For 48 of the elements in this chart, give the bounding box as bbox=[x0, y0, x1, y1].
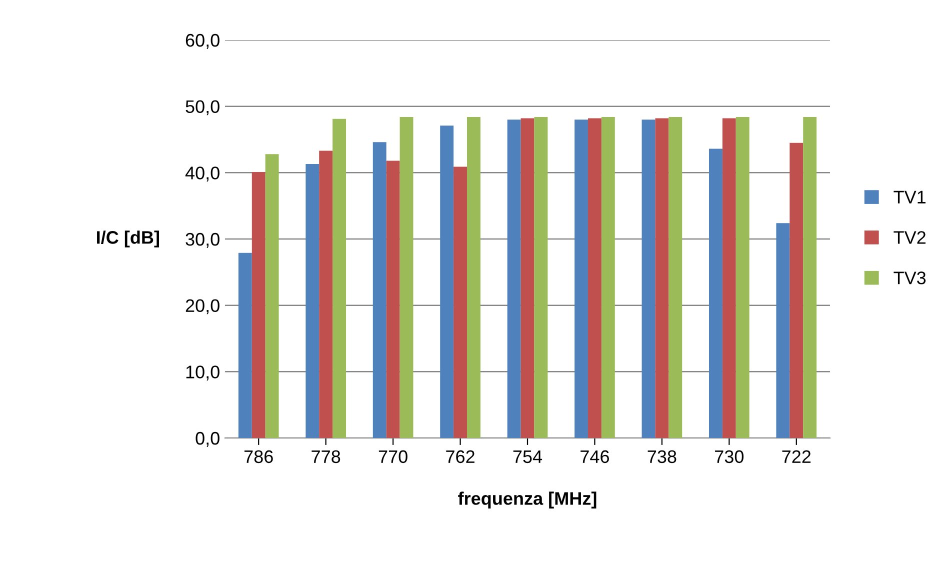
y-tick-label: 30,0 bbox=[186, 232, 220, 248]
bar bbox=[372, 142, 386, 438]
bar bbox=[507, 120, 521, 438]
x-tick-label: 762 bbox=[446, 450, 474, 464]
x-axis-title: frequenza [MHz] bbox=[458, 492, 596, 508]
y-tick-label: 0,0 bbox=[196, 432, 220, 447]
bar bbox=[440, 126, 454, 438]
bar bbox=[534, 116, 548, 438]
bar bbox=[400, 116, 414, 438]
x-tick-label: 738 bbox=[648, 450, 676, 464]
bar bbox=[306, 164, 320, 438]
legend-label: TV1 bbox=[894, 190, 926, 204]
bar bbox=[319, 150, 333, 438]
bar bbox=[386, 160, 400, 438]
bar bbox=[668, 116, 682, 438]
bar bbox=[803, 116, 817, 438]
y-tick-label: 10,0 bbox=[186, 366, 220, 381]
x-tick-label: 778 bbox=[312, 450, 340, 464]
bar bbox=[709, 148, 722, 438]
x-tick-label: 730 bbox=[715, 450, 744, 464]
x-tick-label: 770 bbox=[378, 450, 408, 464]
bar bbox=[722, 118, 736, 438]
bar bbox=[642, 120, 656, 438]
bar bbox=[601, 116, 615, 438]
bar bbox=[736, 116, 750, 438]
y-tick-label: 50,0 bbox=[186, 100, 220, 116]
y-tick-label: 20,0 bbox=[186, 299, 220, 314]
bar bbox=[454, 166, 467, 438]
bar bbox=[467, 116, 480, 438]
bar bbox=[520, 118, 534, 438]
y-tick-label: 60,0 bbox=[186, 34, 220, 49]
x-tick-label: 722 bbox=[782, 450, 811, 463]
bar bbox=[655, 118, 669, 438]
y-axis-title: I/C [dB] bbox=[97, 230, 159, 248]
y-tick-label: 40,0 bbox=[185, 166, 220, 182]
bar bbox=[588, 118, 602, 438]
x-tick-label: 746 bbox=[580, 450, 609, 464]
bar bbox=[252, 172, 266, 438]
legend-label: TV3 bbox=[894, 272, 926, 284]
bar bbox=[776, 223, 790, 438]
x-tick-label: 754 bbox=[513, 450, 542, 464]
legend-label: TV2 bbox=[894, 231, 926, 244]
bar bbox=[238, 252, 252, 438]
bar bbox=[790, 142, 804, 438]
x-tick-label: 786 bbox=[244, 450, 273, 464]
bar bbox=[574, 120, 588, 438]
bar bbox=[332, 118, 346, 438]
bar bbox=[265, 154, 279, 438]
